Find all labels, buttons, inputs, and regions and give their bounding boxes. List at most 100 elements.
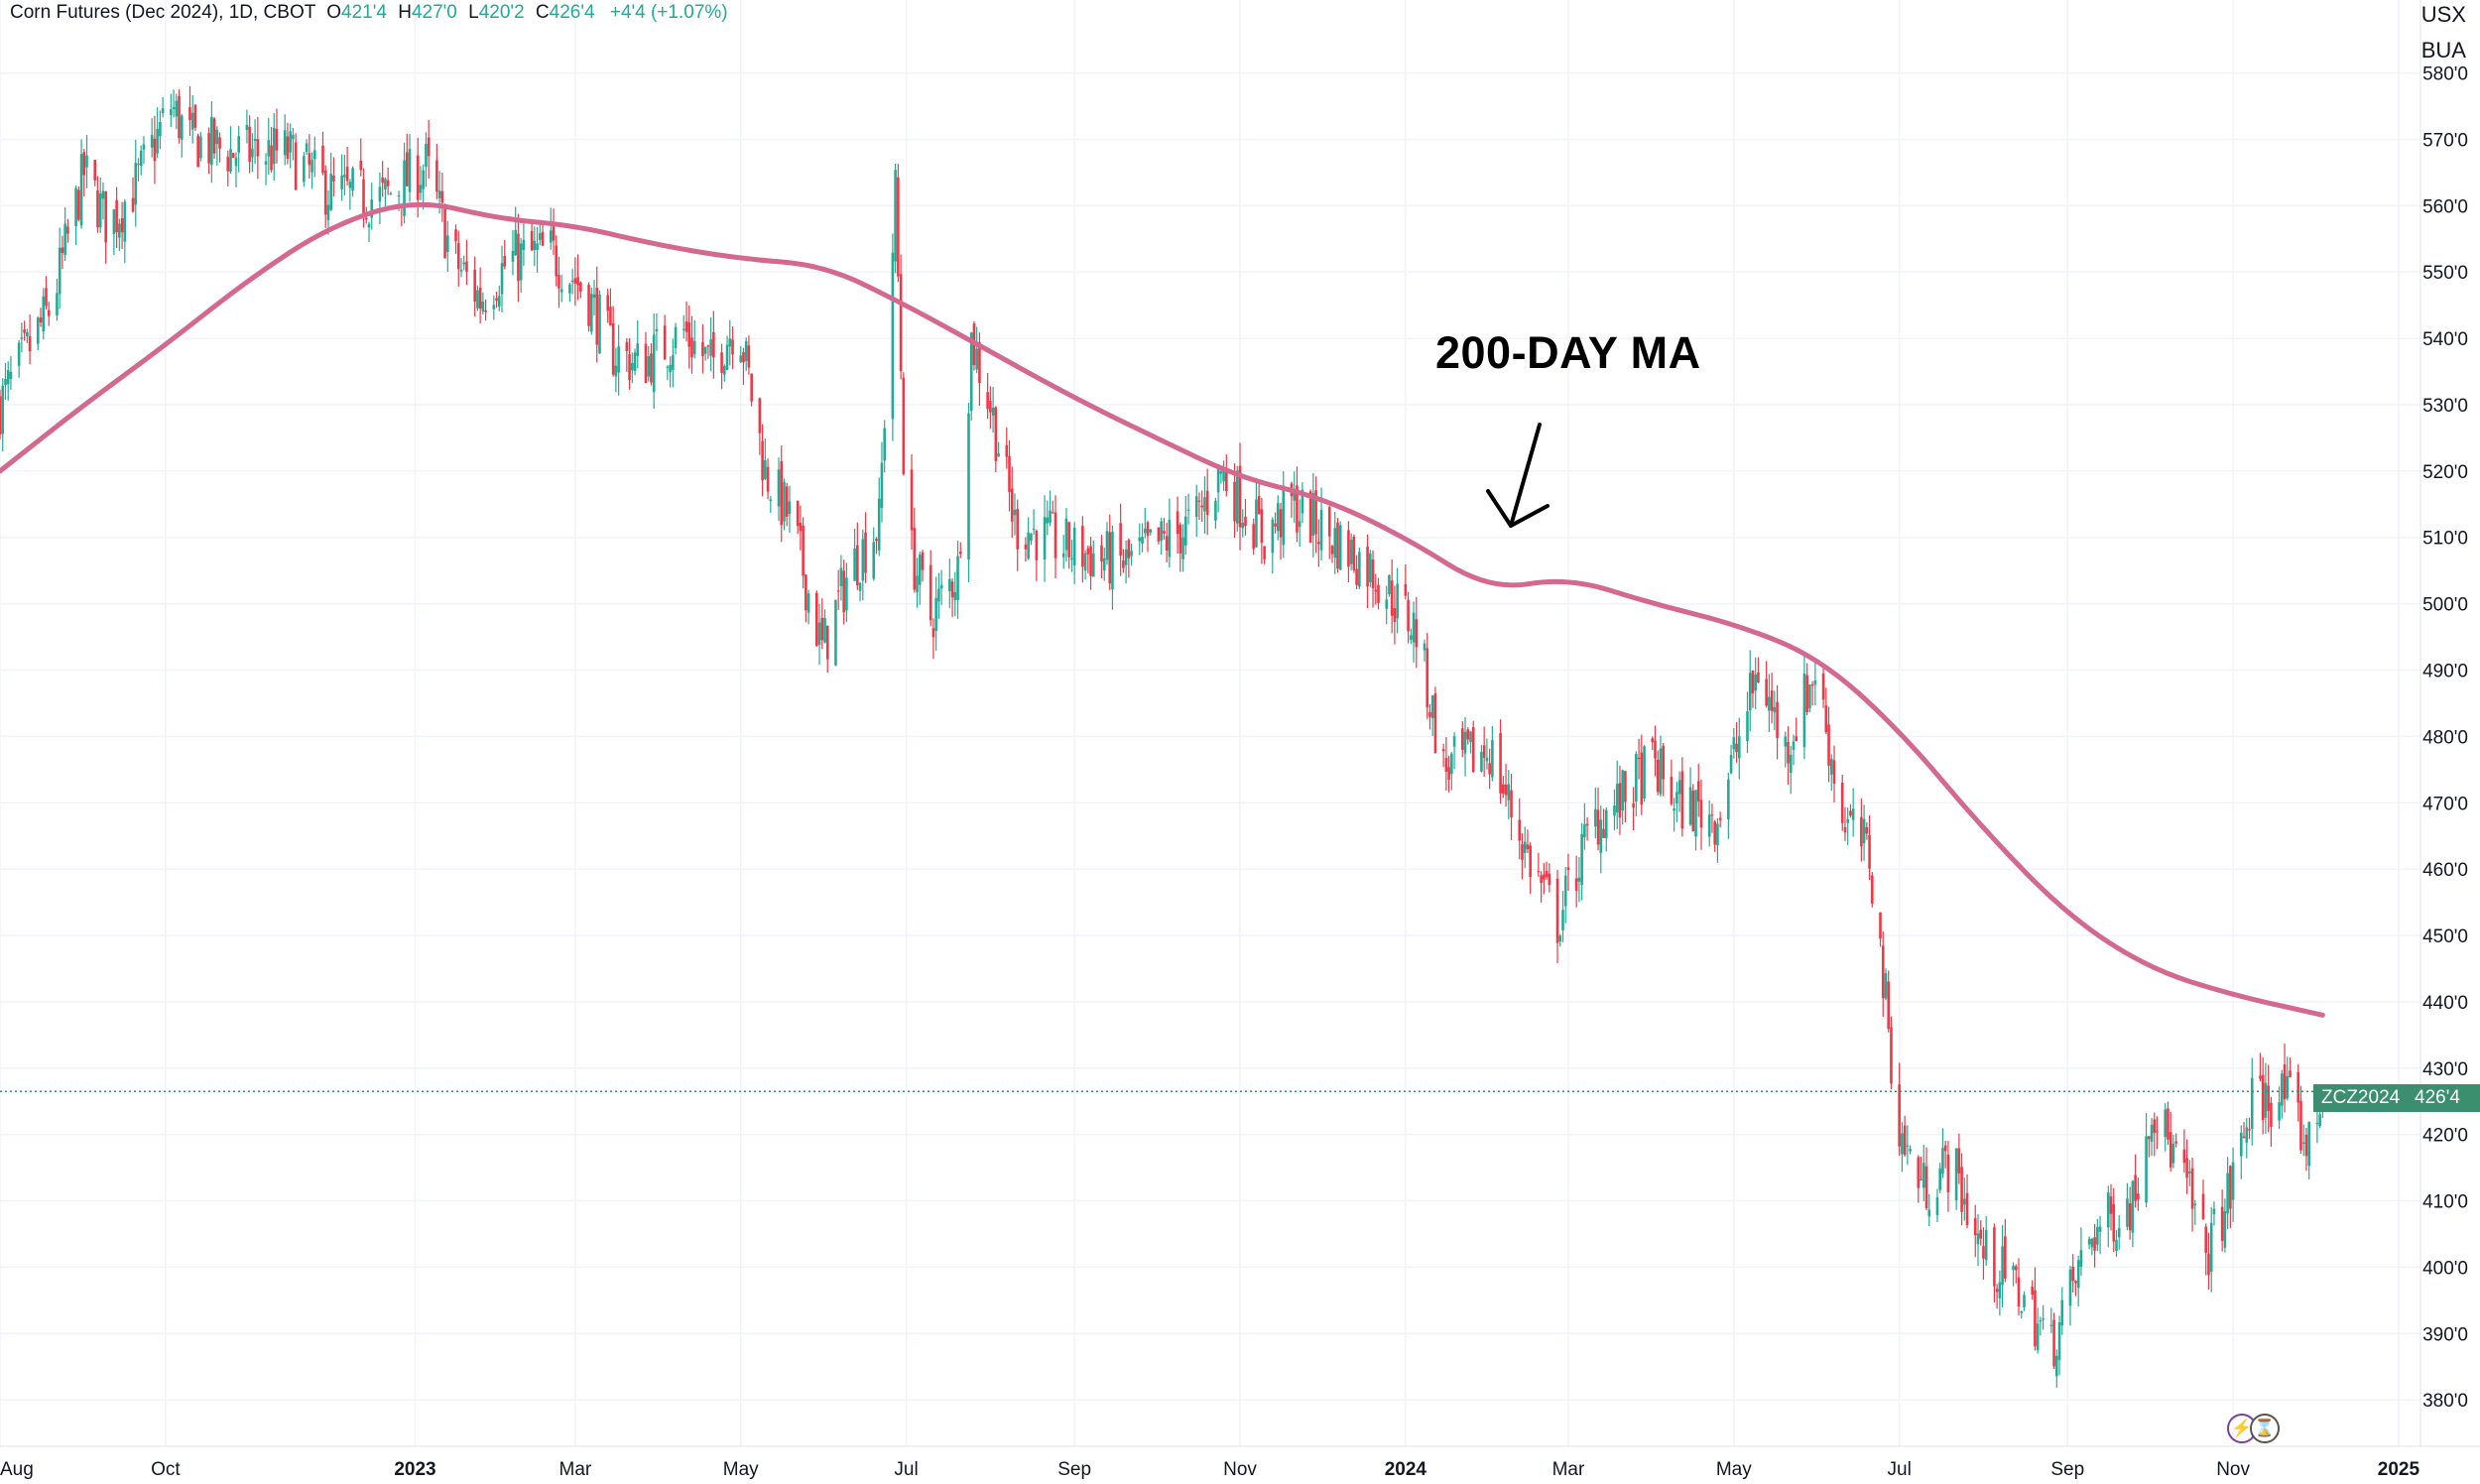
candle-body (1410, 635, 1413, 640)
candle-body (2137, 1193, 2140, 1200)
candle-body (1327, 507, 1331, 537)
candle-body (1061, 553, 1065, 557)
candle-body (644, 343, 648, 384)
candle-body (359, 160, 363, 171)
candle-body (897, 177, 900, 277)
candle-body (188, 107, 191, 121)
candle-body (422, 170, 425, 189)
candle-body (1311, 493, 1315, 537)
candle-body (1599, 819, 1603, 853)
candle-body (1358, 552, 1361, 587)
candle-body (1008, 455, 1011, 493)
currency-unit[interactable]: USX (2420, 2, 2466, 27)
candle-body (939, 584, 943, 589)
candle-body (2167, 1108, 2170, 1140)
price-tick-label: 400'0 (2422, 1258, 2468, 1279)
candle-body (1510, 790, 1513, 817)
candle-body (2004, 1236, 2007, 1279)
candle-body (2106, 1192, 2110, 1228)
candle-body (348, 182, 352, 188)
candle-body (777, 469, 781, 507)
candle-body (272, 127, 276, 165)
candle-body (378, 186, 382, 202)
candle-body (1943, 1145, 1947, 1152)
time-axis[interactable]: Aug Oct 2023 Mar May Jul Sep Nov 2024 Mar May Jul Se… (0, 1459, 2420, 1480)
candle-body (1257, 496, 1261, 515)
candle-body (1963, 1198, 1966, 1205)
candle-body (2060, 1299, 2064, 1326)
candle-body (1827, 724, 1830, 766)
candle-body (2296, 1071, 2300, 1103)
candle-body (1086, 548, 1090, 555)
candle-body (766, 466, 770, 492)
candle-body (367, 223, 371, 228)
candle-body (289, 131, 292, 153)
ma-annotation: 200-DAY MA (1435, 327, 1701, 378)
measure-unit[interactable]: BUA (2420, 38, 2466, 62)
candle-body (1973, 1218, 1977, 1236)
candle-body (647, 356, 651, 377)
price-axis[interactable]: 380'0 390'0 400'0 410'0 420'0 430'0 440'0 450'0… (2422, 64, 2468, 1413)
candle-body (1504, 784, 1508, 796)
candle-body (2098, 1226, 2102, 1232)
candle-body (234, 158, 238, 167)
candle-body (989, 401, 992, 413)
candle-body (1238, 465, 1242, 528)
candle-body (2126, 1198, 2129, 1227)
candle-body (1450, 753, 1453, 775)
candle-body (652, 334, 656, 393)
candle-body (2299, 1100, 2302, 1151)
candle-body (2174, 1141, 2177, 1144)
candle-body (28, 335, 32, 352)
hourglass-icon[interactable]: ⌛ (2250, 1414, 2280, 1443)
candle-body (948, 578, 951, 592)
candle-body (267, 140, 271, 157)
candle-body (1688, 787, 1692, 825)
candle-body (180, 115, 184, 140)
candle-body (310, 160, 313, 173)
candle-body (1390, 580, 1394, 616)
candle-body (2239, 1132, 2243, 1157)
candle-body (2131, 1180, 2135, 1233)
candle-body (1732, 737, 1736, 750)
symbol-price-tag: ZCZ2024 (2313, 1084, 2420, 1112)
candle-body (1491, 740, 1494, 778)
candle-body (134, 163, 138, 205)
candle-body (1707, 814, 1711, 837)
candle-body (2117, 1227, 2121, 1238)
candle-body (725, 344, 729, 370)
candle-body (823, 617, 826, 643)
candle-body (1846, 818, 1849, 823)
price-tick-label: 490'0 (2422, 661, 2468, 681)
candle-body (834, 599, 837, 666)
candle-body (153, 138, 157, 162)
candle-body (419, 185, 423, 193)
candle-body (1030, 534, 1033, 542)
time-tick-label: Sep (2050, 1459, 2084, 1480)
candle-body (79, 154, 83, 226)
candle-body (1941, 1148, 1944, 1174)
candle-body (386, 180, 390, 186)
candle-body (364, 217, 368, 220)
candle-body (836, 590, 840, 592)
candle-body (1488, 763, 1491, 775)
candle-body (720, 352, 723, 373)
candle-body (131, 197, 135, 212)
candle-body (294, 142, 298, 190)
candle-body (1333, 528, 1337, 558)
candle-body (1938, 1168, 1941, 1190)
candle-body (1336, 522, 1339, 569)
candle-body (1879, 912, 1882, 939)
candle-body (2087, 1238, 2091, 1245)
candle-body (2315, 1122, 2319, 1125)
candle-body (1624, 771, 1627, 803)
candle-body (975, 348, 978, 370)
candle-body (1157, 527, 1161, 542)
price-tick-label: 450'0 (2422, 927, 2468, 947)
candle-body (156, 128, 159, 154)
candle-body (1127, 540, 1131, 558)
candle-body (1271, 519, 1275, 554)
candle-body (1423, 643, 1426, 651)
candle-body (1580, 833, 1583, 886)
